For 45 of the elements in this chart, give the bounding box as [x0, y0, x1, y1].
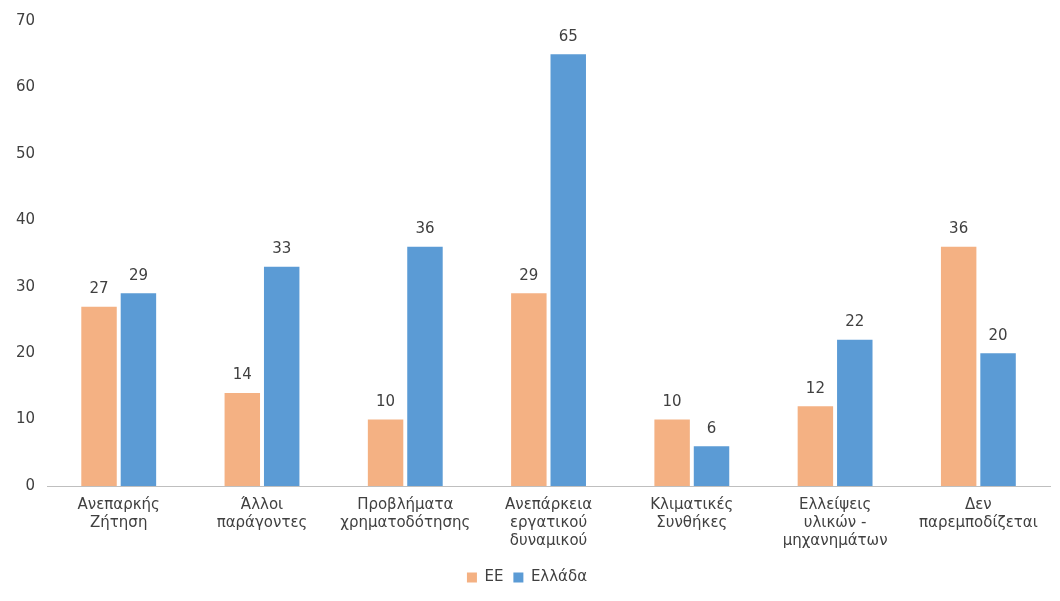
data-label: 33	[272, 239, 292, 258]
bar	[407, 246, 443, 486]
legend-label: ΕΕ	[484, 567, 504, 586]
bar	[367, 419, 404, 486]
bar	[693, 446, 730, 486]
data-label: 12	[805, 378, 825, 397]
x-tick-label: Δεν παρεμποδίζεται	[918, 494, 1038, 531]
y-tick-label: 60	[15, 77, 36, 96]
data-label: 20	[988, 325, 1008, 344]
data-label: 36	[949, 219, 969, 238]
bar	[120, 293, 157, 486]
y-tick-label: 20	[15, 343, 36, 362]
data-label: 22	[845, 312, 865, 331]
bar	[940, 246, 977, 486]
x-tick-label: Ανεπάρκεια εργατικού δυναμικού	[504, 494, 593, 549]
bar	[980, 353, 1016, 486]
bar	[511, 293, 547, 486]
x-tick-label: Ελλείψεις υλικών - μηχανημάτων	[782, 494, 888, 549]
y-tick-label: 70	[15, 10, 36, 29]
x-tick-label: Ανεπαρκής Ζήτηση	[77, 494, 160, 531]
y-tick-label: 10	[15, 409, 36, 428]
x-tick-label: Κλιματικές Συνθήκες	[650, 494, 734, 531]
bar	[81, 306, 117, 486]
bar	[550, 54, 586, 486]
bar	[837, 339, 873, 486]
legend-label: Ελλάδα	[530, 567, 588, 586]
bar	[654, 419, 690, 486]
bar	[224, 393, 261, 486]
data-label: 14	[232, 365, 252, 384]
y-tick-label: 0	[25, 475, 36, 494]
y-tick-label: 30	[15, 276, 36, 295]
data-label: 27	[89, 279, 109, 298]
data-label: 65	[558, 26, 578, 45]
data-label: 29	[519, 265, 539, 284]
bar	[797, 406, 834, 486]
bar	[263, 266, 300, 486]
data-label: 6	[706, 418, 717, 437]
data-label: 10	[376, 391, 396, 410]
data-label: 29	[128, 265, 148, 284]
data-label: 10	[662, 391, 682, 410]
y-tick-label: 40	[15, 210, 36, 229]
x-tick-label: Προβλήματα χρηματοδότησης	[340, 494, 471, 531]
data-label: 36	[415, 219, 435, 238]
y-tick-label: 50	[15, 143, 36, 162]
x-tick-label: Άλλοι παράγοντες	[216, 494, 308, 531]
